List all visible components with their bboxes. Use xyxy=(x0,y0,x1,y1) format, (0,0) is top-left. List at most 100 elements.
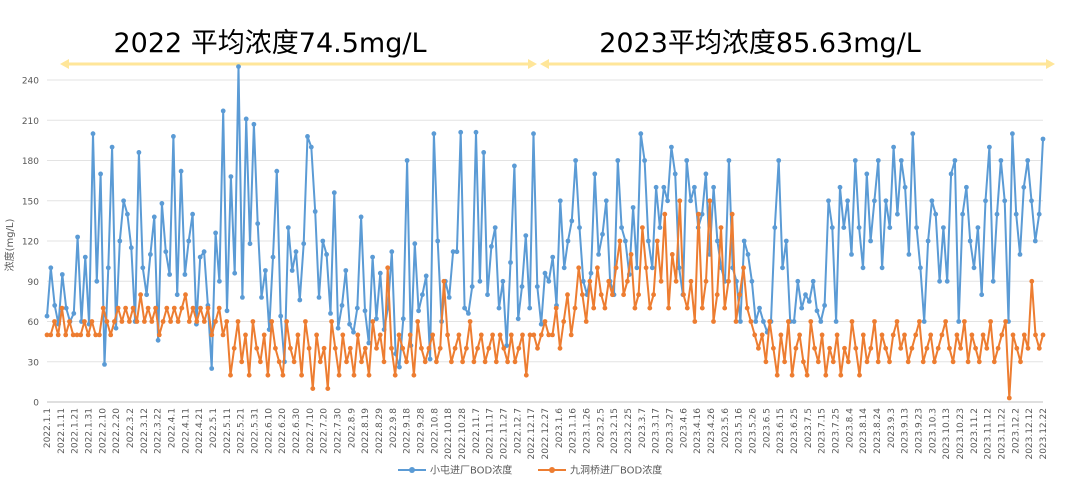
data-point xyxy=(63,305,69,311)
data-point xyxy=(151,214,157,220)
data-point xyxy=(109,144,115,150)
data-point xyxy=(482,359,488,365)
y-tick-label: 240 xyxy=(22,77,39,87)
data-point xyxy=(213,319,218,324)
data-point xyxy=(856,225,862,231)
data-point xyxy=(155,337,161,343)
data-point xyxy=(374,345,379,351)
data-point xyxy=(898,158,904,163)
data-point xyxy=(964,184,969,190)
data-point xyxy=(441,278,447,284)
x-tick-label: 2023.4.16 xyxy=(693,408,703,454)
data-point xyxy=(354,305,360,311)
data-point xyxy=(759,332,765,338)
data-point xyxy=(677,198,683,204)
data-point xyxy=(489,244,494,249)
data-point xyxy=(335,325,341,331)
data-point xyxy=(617,238,623,244)
data-point xyxy=(786,319,791,324)
data-point xyxy=(492,225,498,231)
data-point xyxy=(534,284,540,289)
data-point xyxy=(845,198,850,204)
data-point xyxy=(646,238,651,244)
data-point xyxy=(516,345,522,351)
data-point xyxy=(445,332,450,338)
data-point xyxy=(925,238,931,244)
data-point xyxy=(763,359,769,365)
data-point xyxy=(1025,158,1031,163)
data-point xyxy=(306,345,312,351)
data-point xyxy=(573,158,578,163)
y-tick-label: 210 xyxy=(22,117,39,127)
x-tick-label: 2023.9.13 xyxy=(901,408,911,454)
data-point xyxy=(454,249,460,255)
data-point xyxy=(231,345,237,351)
data-point xyxy=(276,359,282,365)
data-point xyxy=(662,211,668,217)
data-point xyxy=(527,305,533,311)
data-point xyxy=(183,292,188,298)
data-point xyxy=(852,158,858,163)
x-tick-label: 2022.6.30 xyxy=(292,408,302,454)
data-point xyxy=(688,198,693,204)
data-point xyxy=(891,144,896,150)
y-tick-label: 120 xyxy=(22,238,39,248)
data-point xyxy=(1021,184,1027,190)
annotation-arrow-head xyxy=(528,59,537,69)
data-point xyxy=(377,270,383,276)
data-point xyxy=(160,319,166,324)
x-tick-label: 2022.12.17 xyxy=(527,408,537,460)
data-point xyxy=(937,278,942,284)
data-point xyxy=(273,345,278,351)
data-point xyxy=(744,305,750,311)
data-point xyxy=(602,305,608,311)
data-point xyxy=(726,158,732,163)
data-point xyxy=(737,292,743,298)
data-point xyxy=(347,345,353,351)
x-tick-label: 2023.4.6 xyxy=(679,408,689,448)
data-point xyxy=(819,332,825,338)
data-point xyxy=(100,305,106,311)
data-point xyxy=(78,332,84,338)
data-point xyxy=(149,319,155,324)
data-point xyxy=(791,319,797,324)
data-point xyxy=(156,332,162,338)
data-point xyxy=(201,319,207,324)
data-point xyxy=(595,265,600,271)
data-point xyxy=(849,252,854,257)
data-point xyxy=(588,270,594,276)
x-tick-label: 2023.11.12 xyxy=(984,408,994,460)
data-point xyxy=(875,359,881,365)
data-point xyxy=(531,332,537,338)
data-point xyxy=(546,278,552,284)
data-point xyxy=(776,158,782,163)
data-point xyxy=(971,265,977,271)
data-point xyxy=(134,319,140,324)
data-point xyxy=(278,313,284,319)
x-tick-label: 2022.11.7 xyxy=(472,408,482,454)
data-point xyxy=(362,345,368,351)
data-point xyxy=(684,305,690,311)
data-point xyxy=(883,345,889,351)
data-point xyxy=(190,305,196,311)
x-tick-label: 2022.1.1 xyxy=(43,408,53,448)
legend-swatch-marker xyxy=(549,467,555,473)
data-point xyxy=(247,241,253,247)
data-point xyxy=(308,144,314,150)
data-point xyxy=(592,171,598,177)
data-point xyxy=(887,225,893,231)
annotation-2023: 2023平均浓度85.63mg/L xyxy=(599,28,921,59)
data-point xyxy=(112,319,117,324)
data-point xyxy=(610,292,615,298)
data-point xyxy=(312,209,318,214)
annotation-arrow-head xyxy=(540,59,549,69)
data-point xyxy=(1018,359,1023,365)
data-point xyxy=(653,184,659,190)
x-tick-label: 2023.10.3 xyxy=(928,408,938,454)
data-point xyxy=(696,211,701,217)
series-plot xyxy=(44,64,1046,401)
data-point xyxy=(381,359,387,365)
data-point xyxy=(991,359,997,365)
data-point xyxy=(251,121,257,127)
data-point xyxy=(366,372,372,378)
